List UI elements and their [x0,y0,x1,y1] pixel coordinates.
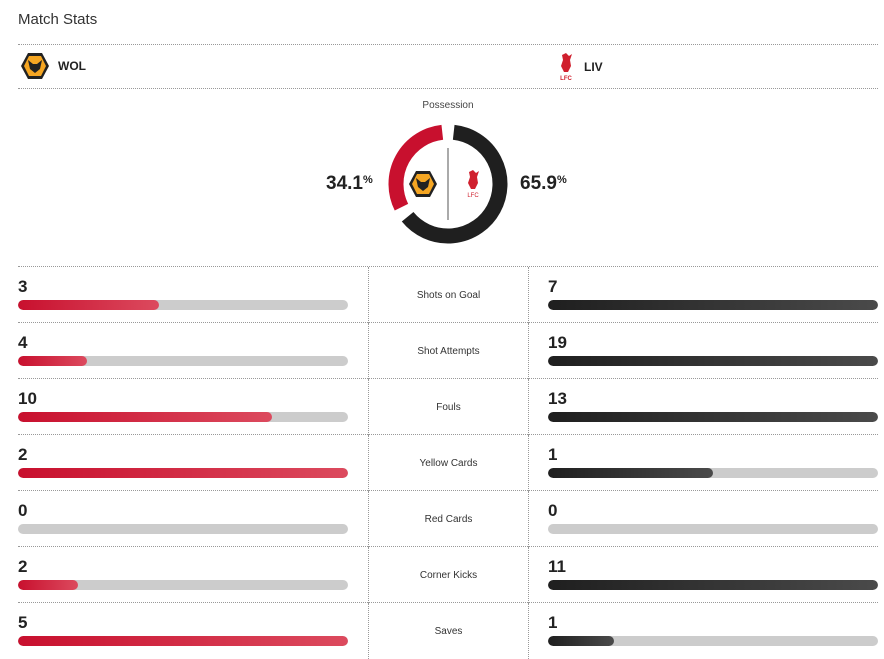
away-stat-bar [548,356,878,366]
stat-label: Red Cards [368,491,529,547]
liverbird-crest-icon: LFC [467,170,479,199]
away-stat-fill [548,636,614,646]
home-stat-bar [18,412,348,422]
stat-label: Shots on Goal [368,267,529,323]
away-team: LFC LIV [556,52,603,82]
wolves-crest-icon [409,171,437,197]
possession-donut: LFC [388,124,508,244]
away-stat-bar [548,468,878,478]
away-stat-bar [548,300,878,310]
home-team: WOL [20,52,86,80]
away-team-abbr: LIV [584,60,603,74]
stat-row: 2 Yellow Cards 1 [18,434,878,491]
away-stat-value: 13 [548,389,567,408]
stat-label: Fouls [368,379,529,435]
away-stat-fill [548,356,878,366]
home-stat-value: 2 [18,445,28,464]
away-stat-value: 1 [548,445,558,464]
home-stat-value: 3 [18,277,28,296]
home-stat-value: 0 [18,501,28,520]
wolves-crest-icon [21,53,49,79]
stat-label: Corner Kicks [368,547,529,603]
home-stat-fill [18,412,272,422]
home-stat-fill [18,636,348,646]
home-stat-bar [18,468,348,478]
home-stat-bar [18,524,348,534]
stat-row: 2 Corner Kicks 11 [18,546,878,603]
away-stat-bar [548,580,878,590]
stat-row: 10 Fouls 13 [18,378,878,435]
home-stat-bar [18,636,348,646]
liverbird-crest-icon: LFC [560,53,572,82]
home-stat-bar [18,356,348,366]
divider [18,44,878,45]
svg-text:LFC: LFC [560,76,572,82]
stat-label: Yellow Cards [368,435,529,491]
away-stat-fill [548,300,878,310]
home-stat-value: 10 [18,389,37,408]
stat-row: 0 Red Cards 0 [18,490,878,547]
away-stat-bar [548,636,878,646]
home-stat-bar [18,580,348,590]
away-stat-value: 1 [548,613,558,632]
away-stat-fill [548,580,878,590]
stat-label: Shot Attempts [368,323,529,379]
home-stat-fill [18,300,160,310]
svg-text:LFC: LFC [467,193,479,199]
home-stat-fill [18,580,78,590]
away-possession: 65.9% [520,173,567,194]
home-team-abbr: WOL [58,59,86,73]
away-possession-arc [401,124,508,244]
away-stat-value: 7 [548,277,558,296]
stat-row: 3 Shots on Goal 7 [18,266,878,323]
away-stat-value: 11 [548,557,566,576]
home-possession-arc [388,124,444,211]
home-stat-fill [18,356,88,366]
away-stat-fill [548,468,713,478]
stat-row: 5 Saves 1 [18,602,878,659]
away-stat-value: 19 [548,333,567,352]
home-stat-value: 2 [18,557,28,576]
page-title: Match Stats [18,11,98,28]
home-stat-value: 4 [18,333,28,352]
divider [18,88,878,89]
stat-label: Saves [368,603,529,659]
home-stat-bar [18,300,348,310]
possession-label: Possession [422,100,474,111]
home-stat-fill [18,468,348,478]
home-possession: 34.1% [326,173,373,194]
away-stat-fill [548,412,878,422]
home-stat-value: 5 [18,613,28,632]
away-stat-value: 0 [548,501,558,520]
stat-row: 4 Shot Attempts 19 [18,322,878,379]
away-stat-bar [548,412,878,422]
away-stat-bar [548,524,878,534]
